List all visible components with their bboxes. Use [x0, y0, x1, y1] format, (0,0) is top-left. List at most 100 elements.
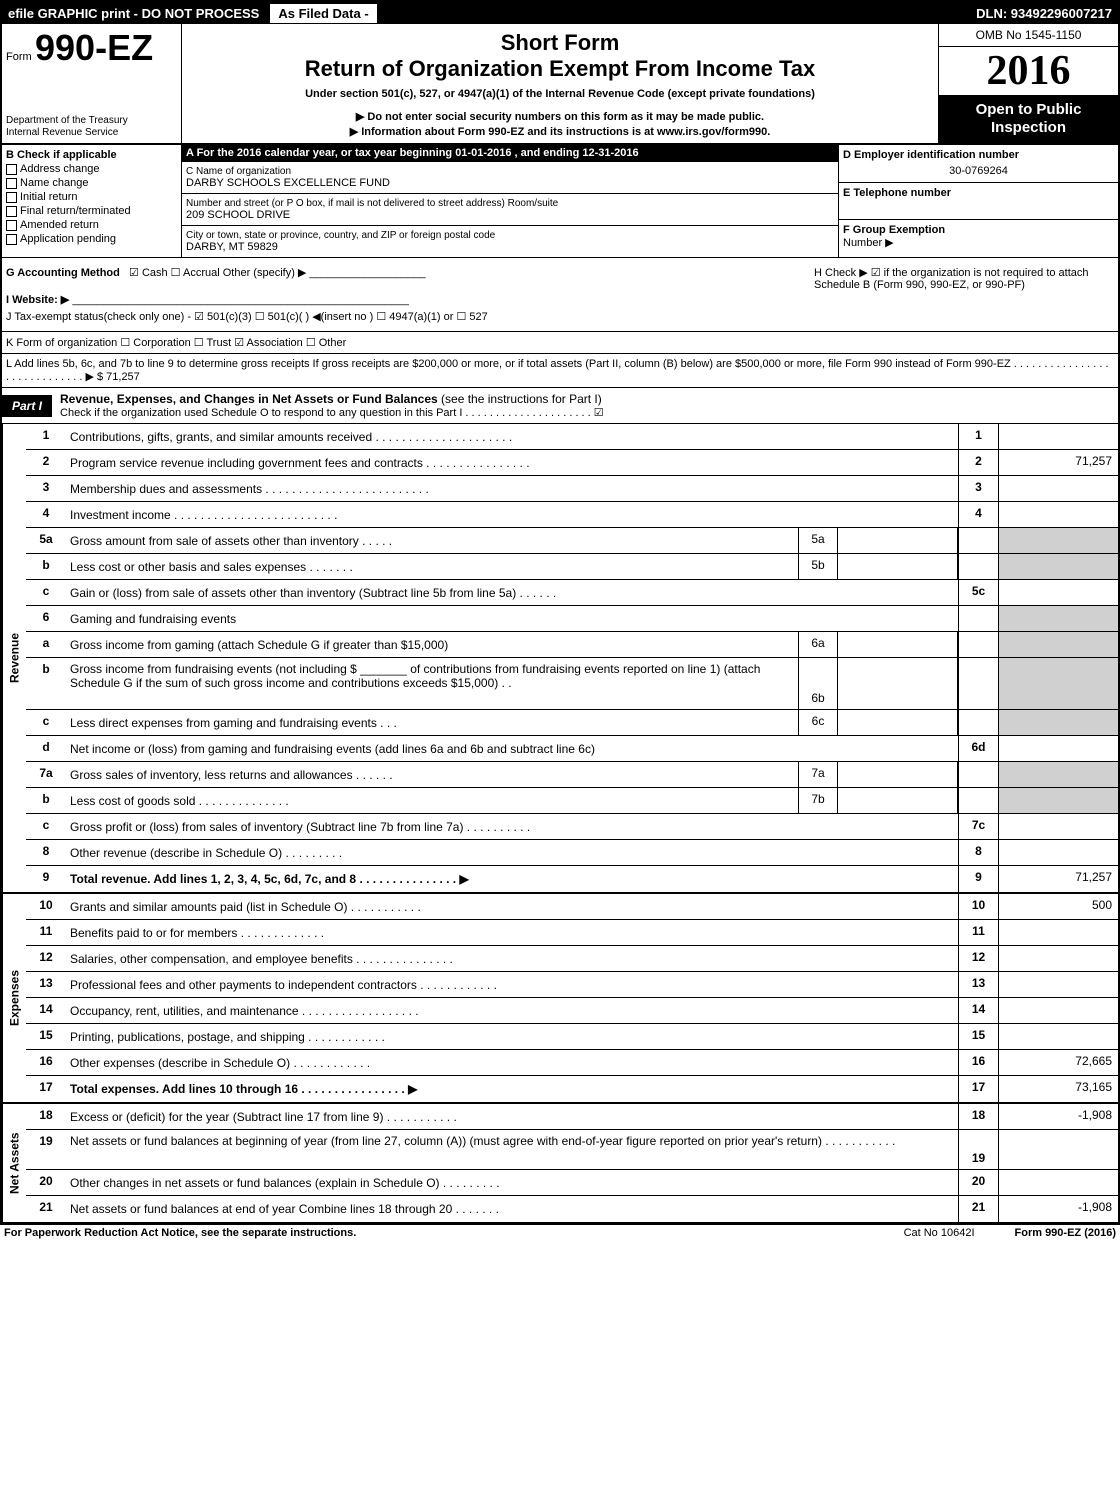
- line-21: 21 Net assets or fund balances at end of…: [26, 1196, 1118, 1222]
- line-11: 11 Benefits paid to or for members . . .…: [26, 920, 1118, 946]
- g-opts: ☑ Cash ☐ Accrual Other (specify) ▶: [129, 267, 306, 279]
- paperwork-notice: For Paperwork Reduction Act Notice, see …: [4, 1227, 356, 1239]
- footer: For Paperwork Reduction Act Notice, see …: [0, 1225, 1120, 1241]
- line-7a: 7a Gross sales of inventory, less return…: [26, 762, 1118, 788]
- expenses-side-label: Expenses: [2, 894, 26, 1102]
- open-line2: Inspection: [945, 119, 1112, 137]
- subtitle: Under section 501(c), 527, or 4947(a)(1)…: [190, 88, 930, 100]
- check-pending[interactable]: Application pending: [6, 233, 177, 245]
- calendar-year: A For the 2016 calendar year, or tax yea…: [182, 145, 838, 162]
- line-16: 16 Other expenses (describe in Schedule …: [26, 1050, 1118, 1076]
- revenue-side-label: Revenue: [2, 424, 26, 892]
- line-6d: d Net income or (loss) from gaming and f…: [26, 736, 1118, 762]
- website-label: I Website: ▶: [6, 294, 69, 306]
- accounting-method: G Accounting Method ☑ Cash ☐ Accrual Oth…: [6, 266, 814, 323]
- check-address[interactable]: Address change: [6, 163, 177, 175]
- telephone-block: E Telephone number: [839, 183, 1118, 221]
- top-bar: efile GRAPHIC print - DO NOT PROCESS As …: [2, 2, 1118, 24]
- tax-exempt-status: J Tax-exempt status(check only one) - ☑ …: [6, 310, 814, 323]
- line-6a: a Gross income from gaming (attach Sched…: [26, 632, 1118, 658]
- addr-label: Number and street (or P O box, if mail i…: [186, 198, 834, 209]
- e-label: E Telephone number: [843, 187, 1114, 199]
- form-number: 990-EZ: [35, 27, 153, 68]
- line-19: 19 Net assets or fund balances at beginn…: [26, 1130, 1118, 1170]
- department: Department of the Treasury Internal Reve…: [6, 115, 177, 139]
- line-10: 10 Grants and similar amounts paid (list…: [26, 894, 1118, 920]
- line-4: 4 Investment income . . . . . . . . . . …: [26, 502, 1118, 528]
- line-8: 8 Other revenue (describe in Schedule O)…: [26, 840, 1118, 866]
- notice-info: ▶ Information about Form 990-EZ and its …: [190, 125, 930, 138]
- city-block: City or town, state or province, country…: [182, 226, 838, 257]
- header-center: Short Form Return of Organization Exempt…: [182, 24, 938, 143]
- net-assets-group: Net Assets 18 Excess or (deficit) for th…: [2, 1103, 1118, 1223]
- group-exemption-block: F Group Exemption Number ▶: [839, 220, 1118, 257]
- line-6b: b Gross income from fundraising events (…: [26, 658, 1118, 710]
- check-final[interactable]: Final return/terminated: [6, 205, 177, 217]
- expenses-group: Expenses 10 Grants and similar amounts p…: [2, 893, 1118, 1103]
- org-name-block: C Name of organization DARBY SCHOOLS EXC…: [182, 162, 838, 194]
- form-990ez: efile GRAPHIC print - DO NOT PROCESS As …: [0, 0, 1120, 1225]
- line-17: 17 Total expenses. Add lines 10 through …: [26, 1076, 1118, 1102]
- efile-text: efile GRAPHIC print - DO NOT PROCESS: [2, 4, 265, 23]
- gross-receipts: L Add lines 5b, 6c, and 7b to line 9 to …: [2, 354, 1118, 388]
- ein: 30-0769264: [843, 165, 1114, 177]
- city-label: City or town, state or province, country…: [186, 230, 834, 241]
- section-b-checks: B Check if applicable Address change Nam…: [2, 145, 182, 257]
- part1-title: Revenue, Expenses, and Changes in Net As…: [52, 388, 1118, 423]
- dept-treasury: Department of the Treasury: [6, 115, 177, 127]
- b-heading: B Check if applicable: [6, 149, 177, 161]
- revenue-group: Revenue 1 Contributions, gifts, grants, …: [2, 424, 1118, 893]
- org-name: DARBY SCHOOLS EXCELLENCE FUND: [186, 177, 834, 189]
- line-5c: c Gain or (loss) from sale of assets oth…: [26, 580, 1118, 606]
- line-6c: c Less direct expenses from gaming and f…: [26, 710, 1118, 736]
- main-title: Return of Organization Exempt From Incom…: [190, 56, 930, 82]
- c-label: C Name of organization: [186, 166, 834, 177]
- check-initial[interactable]: Initial return: [6, 191, 177, 203]
- line-18: 18 Excess or (deficit) for the year (Sub…: [26, 1104, 1118, 1130]
- check-amended[interactable]: Amended return: [6, 219, 177, 231]
- line-15: 15 Printing, publications, postage, and …: [26, 1024, 1118, 1050]
- open-to-public: Open to Public Inspection: [939, 95, 1118, 143]
- line-14: 14 Occupancy, rent, utilities, and maint…: [26, 998, 1118, 1024]
- g-label: G Accounting Method: [6, 267, 120, 279]
- part1-label: Part I: [2, 395, 52, 417]
- header: Form 990-EZ Department of the Treasury I…: [2, 24, 1118, 145]
- section-c: A For the 2016 calendar year, or tax yea…: [182, 145, 838, 257]
- tax-year: 2016: [939, 47, 1118, 95]
- form-prefix: Form: [6, 51, 32, 63]
- dept-irs: Internal Revenue Service: [6, 127, 177, 139]
- notice-ssn: ▶ Do not enter social security numbers o…: [190, 110, 930, 123]
- line-13: 13 Professional fees and other payments …: [26, 972, 1118, 998]
- cat-number: Cat No 10642I: [904, 1227, 975, 1239]
- header-left: Form 990-EZ Department of the Treasury I…: [2, 24, 182, 143]
- schedule-b-check: H Check ▶ ☑ if the organization is not r…: [814, 266, 1114, 291]
- line-1: 1 Contributions, gifts, grants, and simi…: [26, 424, 1118, 450]
- f-label: F Group Exemption: [843, 224, 1114, 236]
- line-12: 12 Salaries, other compensation, and emp…: [26, 946, 1118, 972]
- line-3: 3 Membership dues and assessments . . . …: [26, 476, 1118, 502]
- part1-header: Part I Revenue, Expenses, and Changes in…: [2, 388, 1118, 424]
- form-number-footer: Form 990-EZ (2016): [1015, 1227, 1117, 1239]
- row-gh: G Accounting Method ☑ Cash ☐ Accrual Oth…: [2, 258, 1118, 332]
- line-5a: 5a Gross amount from sale of assets othe…: [26, 528, 1118, 554]
- netassets-side-label: Net Assets: [2, 1104, 26, 1222]
- part1-check: Check if the organization used Schedule …: [60, 406, 1110, 419]
- header-right: OMB No 1545-1150 2016 Open to Public Ins…: [938, 24, 1118, 143]
- line-7c: c Gross profit or (loss) from sales of i…: [26, 814, 1118, 840]
- address: 209 SCHOOL DRIVE: [186, 209, 834, 221]
- address-block: Number and street (or P O box, if mail i…: [182, 194, 838, 226]
- check-name[interactable]: Name change: [6, 177, 177, 189]
- section-a: B Check if applicable Address change Nam…: [2, 145, 1118, 258]
- city: DARBY, MT 59829: [186, 241, 834, 253]
- open-line1: Open to Public: [945, 101, 1112, 119]
- omb-number: OMB No 1545-1150: [939, 24, 1118, 47]
- line-6: 6 Gaming and fundraising events: [26, 606, 1118, 632]
- ein-block: D Employer identification number 30-0769…: [839, 145, 1118, 183]
- short-form-title: Short Form: [190, 30, 930, 56]
- asfiled-text: As Filed Data -: [269, 3, 377, 24]
- dln-text: DLN: 93492296007217: [970, 4, 1118, 23]
- line-20: 20 Other changes in net assets or fund b…: [26, 1170, 1118, 1196]
- line-7b: b Less cost of goods sold . . . . . . . …: [26, 788, 1118, 814]
- f-label2: Number ▶: [843, 236, 1114, 249]
- line-5b: b Less cost or other basis and sales exp…: [26, 554, 1118, 580]
